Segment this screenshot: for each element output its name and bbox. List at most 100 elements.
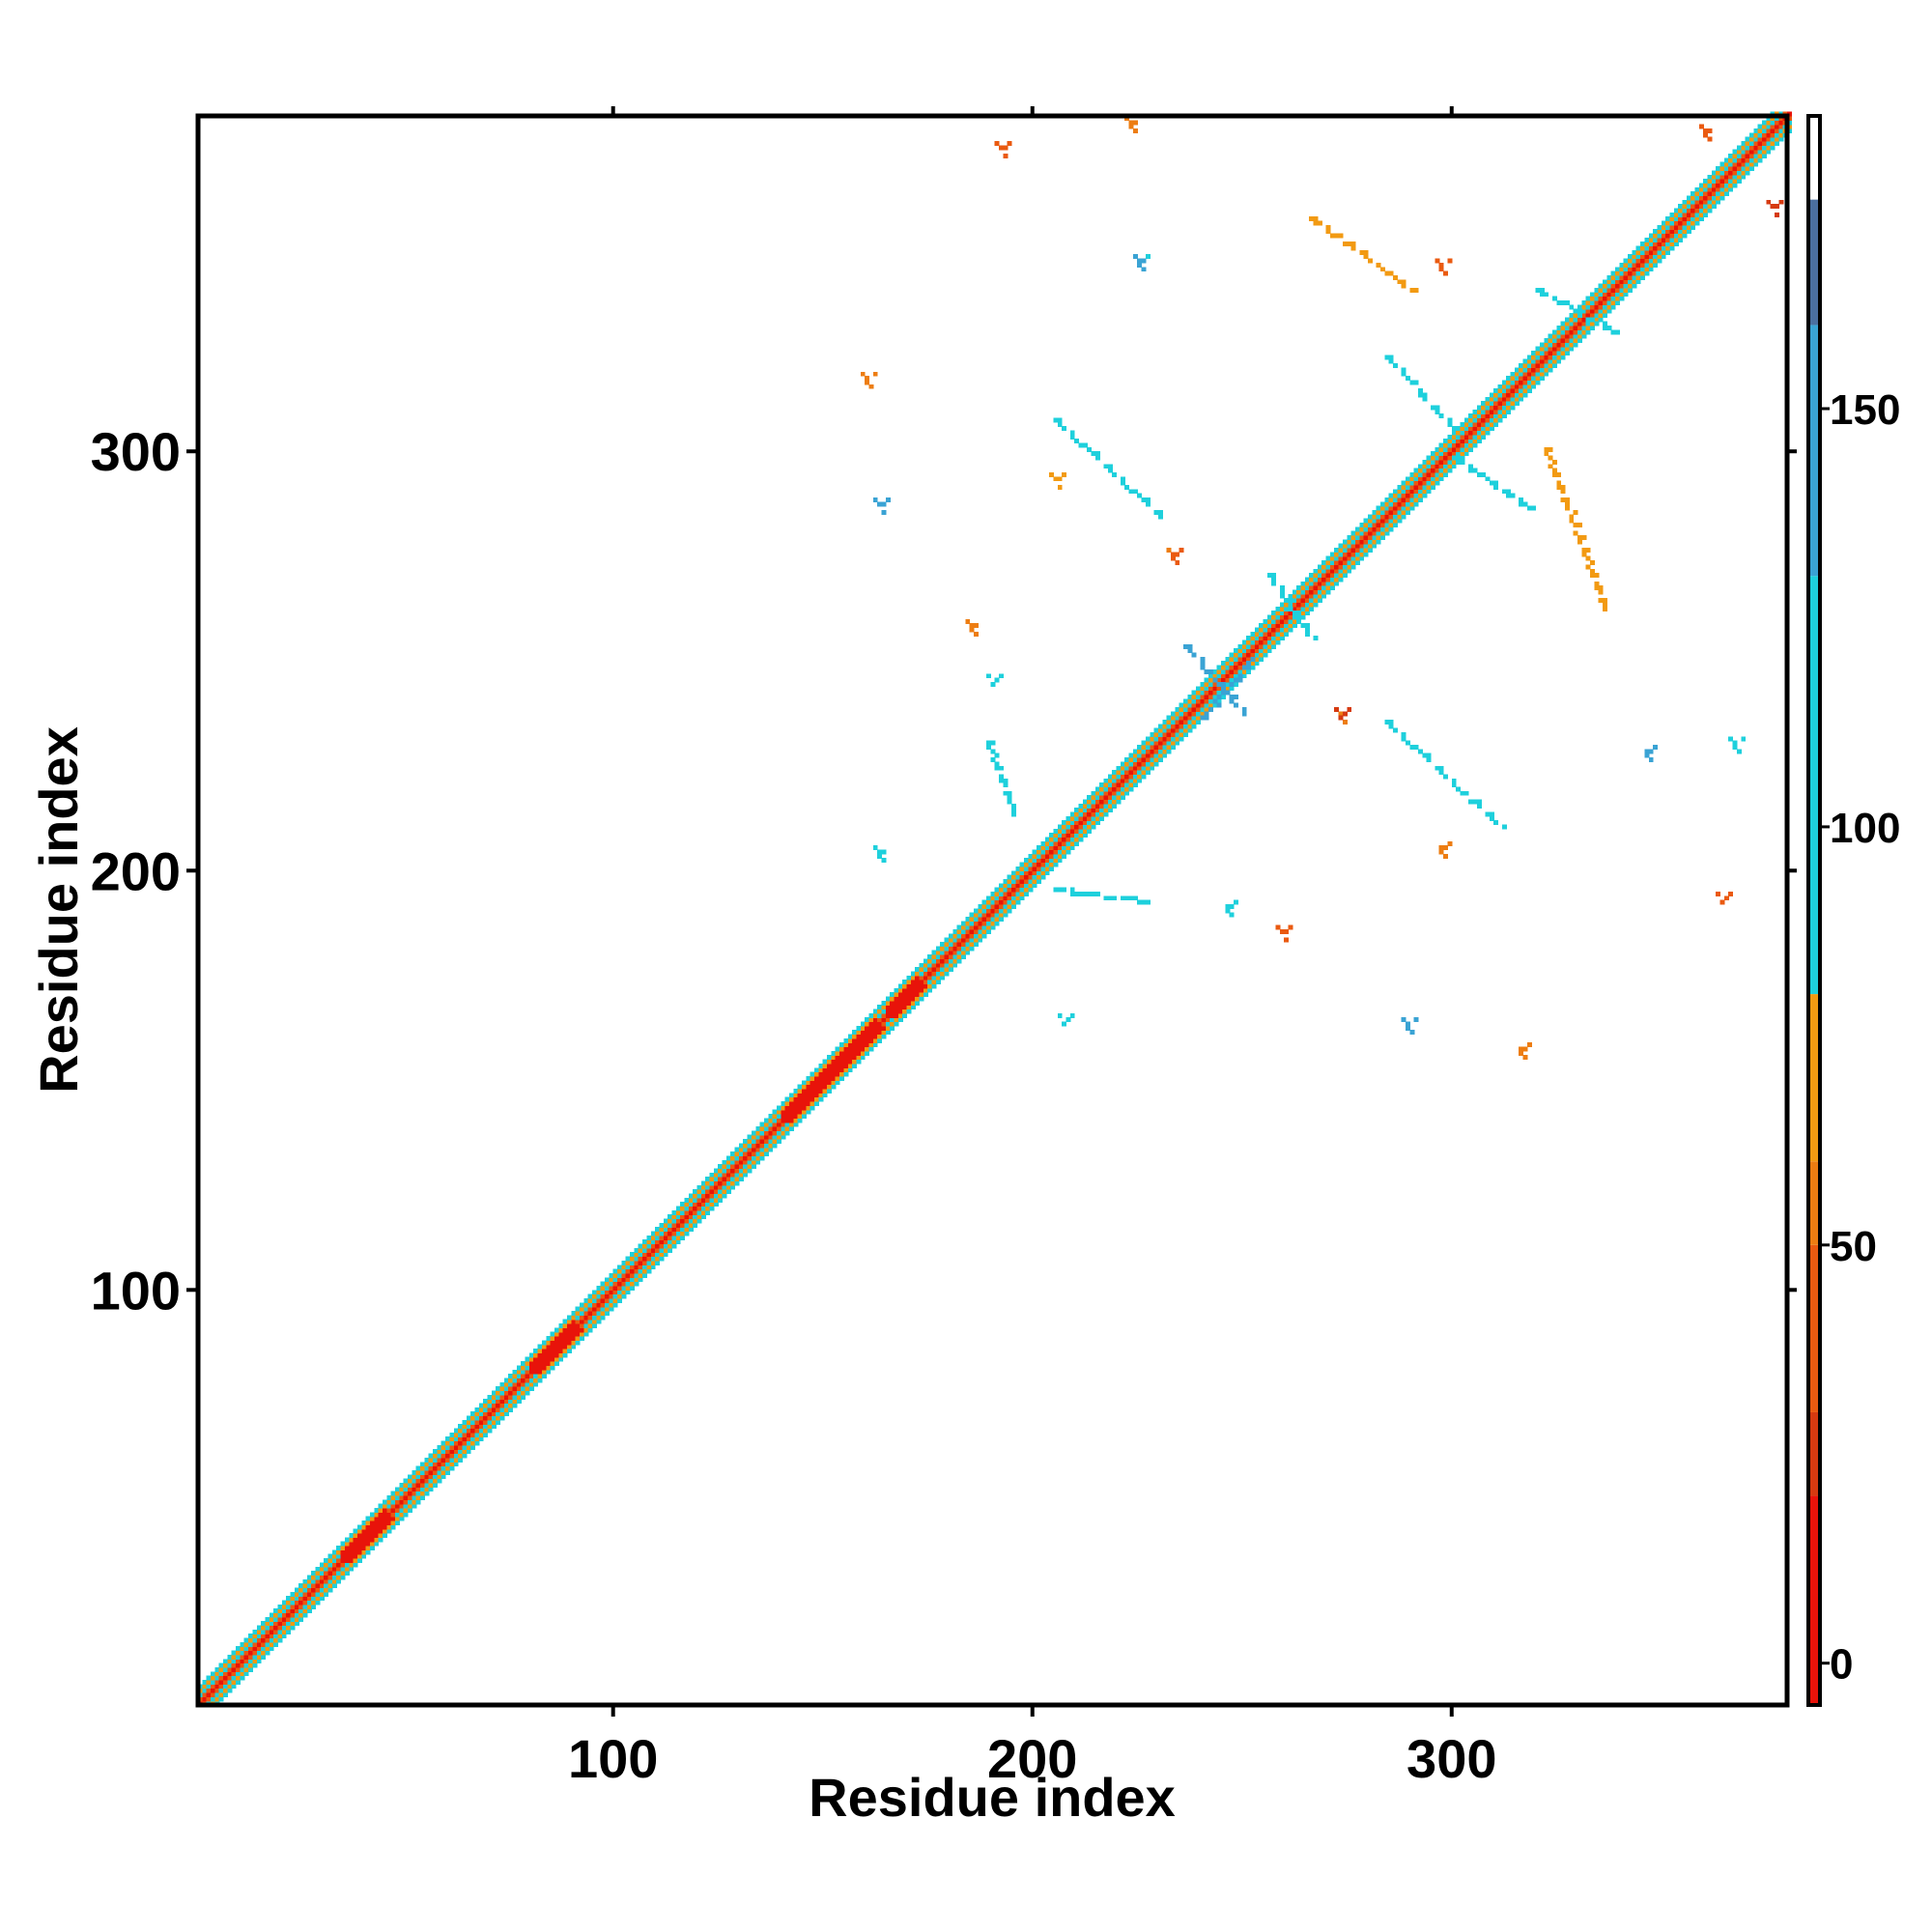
- heatmap-cell: [1510, 401, 1516, 407]
- heatmap-cell: [1275, 618, 1281, 624]
- heatmap-cell: [1221, 661, 1226, 667]
- heatmap-cell: [1590, 312, 1595, 318]
- heatmap-cell: [1393, 363, 1398, 369]
- heatmap-cell: [1413, 480, 1419, 486]
- heatmap-cell: [923, 958, 928, 964]
- heatmap-cell: [415, 1487, 421, 1492]
- heatmap-cell: [865, 1025, 870, 1031]
- heatmap-cell: [273, 1608, 279, 1614]
- colorbar-segment: [1808, 1411, 1820, 1496]
- heatmap-cell: [1103, 811, 1109, 817]
- heatmap-cell: [1350, 564, 1356, 570]
- heatmap-cell: [1770, 128, 1776, 133]
- heatmap-cell: [1526, 371, 1532, 377]
- heatmap-cell: [214, 1675, 220, 1681]
- heatmap-cell: [261, 1634, 267, 1639]
- heatmap-cell: [512, 1369, 518, 1375]
- heatmap-cell: [1259, 639, 1264, 645]
- heatmap-cell: [1254, 639, 1260, 645]
- heatmap-cell: [718, 1193, 724, 1199]
- heatmap-cell: [1560, 355, 1566, 360]
- heatmap-cell: [818, 1080, 824, 1086]
- heatmap-cell: [1007, 903, 1012, 909]
- heatmap-cell: [1132, 749, 1138, 754]
- heatmap-cell: [793, 1093, 799, 1098]
- heatmap-cell: [369, 1528, 375, 1534]
- heatmap-cell: [1489, 409, 1494, 414]
- heatmap-cell: [236, 1650, 242, 1656]
- heatmap-cell: [356, 1528, 362, 1534]
- heatmap-cell: [1015, 891, 1021, 896]
- heatmap-cell: [1514, 376, 1520, 382]
- heatmap-cell: [571, 1323, 577, 1328]
- heatmap-cell: [1409, 1030, 1415, 1036]
- heatmap-cell: [1128, 774, 1134, 780]
- heatmap-cell: [1431, 471, 1436, 477]
- heatmap-cell: [814, 1088, 819, 1094]
- heatmap-cell: [1610, 329, 1616, 335]
- heatmap-cell: [1757, 128, 1763, 133]
- heatmap-cell: [1748, 161, 1754, 167]
- heatmap-cell: [1431, 480, 1436, 486]
- heatmap-cell: [394, 1516, 400, 1521]
- heatmap-cell: [324, 1578, 329, 1584]
- heatmap-cell: [781, 1122, 786, 1127]
- heatmap-cell: [927, 971, 933, 977]
- heatmap-cell: [1120, 761, 1125, 767]
- heatmap-cell: [1074, 891, 1080, 896]
- heatmap-cell: [1628, 283, 1634, 289]
- heatmap-cell: [1279, 606, 1285, 611]
- heatmap-cell: [1254, 656, 1260, 662]
- heatmap-cell: [1514, 388, 1520, 394]
- heatmap-cell: [646, 1260, 652, 1265]
- heatmap-cell: [1103, 778, 1109, 783]
- heatmap-cell: [1040, 862, 1046, 867]
- heatmap-cell: [738, 1172, 744, 1178]
- heatmap-cell: [772, 1134, 778, 1140]
- heatmap-cell: [872, 1017, 878, 1023]
- heatmap-cell: [1137, 753, 1143, 758]
- heatmap-cell: [499, 1394, 505, 1400]
- heatmap-cell: [1401, 493, 1406, 498]
- heatmap-cell: [349, 1566, 355, 1572]
- heatmap-cell: [1241, 706, 1247, 712]
- heatmap-cell: [1157, 727, 1163, 733]
- heatmap-cell: [1418, 493, 1423, 498]
- heatmap-cell: [1644, 237, 1650, 242]
- heatmap-cell: [1741, 145, 1747, 151]
- heatmap-cell: [533, 1352, 539, 1358]
- heatmap-cell: [1153, 732, 1159, 737]
- heatmap-cell: [1635, 267, 1641, 272]
- heatmap-cell: [1431, 476, 1436, 482]
- heatmap-cell: [1694, 195, 1700, 201]
- heatmap-cell: [340, 1541, 346, 1547]
- heatmap-cell: [1212, 702, 1218, 708]
- heatmap-cell: [528, 1365, 534, 1371]
- heatmap-cell: [1526, 380, 1532, 385]
- heatmap-cell: [290, 1608, 296, 1614]
- heatmap-cell: [315, 1575, 321, 1580]
- heatmap-cell: [1526, 355, 1532, 360]
- heatmap-cell: [1145, 740, 1151, 746]
- heatmap-cell: [722, 1159, 727, 1165]
- heatmap-cell: [1359, 543, 1365, 549]
- heatmap-cell: [1087, 828, 1093, 834]
- heatmap-cell: [1422, 396, 1428, 402]
- heatmap-cell: [1191, 706, 1197, 712]
- heatmap-cell: [1598, 312, 1604, 318]
- heatmap-cell: [1514, 380, 1520, 385]
- heatmap-cell: [1506, 401, 1512, 407]
- heatmap-cell: [919, 971, 924, 977]
- heatmap-cell: [969, 924, 975, 930]
- heatmap-cell: [1099, 811, 1105, 817]
- heatmap-cell: [525, 1365, 530, 1371]
- heatmap-cell: [575, 1323, 581, 1328]
- heatmap-cell: [768, 1126, 774, 1131]
- heatmap-cell: [843, 1037, 849, 1043]
- heatmap-cell: [223, 1675, 228, 1681]
- heatmap-cell: [1489, 405, 1494, 411]
- heatmap-cell: [1234, 665, 1239, 670]
- heatmap-cell: [1606, 287, 1612, 293]
- heatmap-cell: [587, 1293, 593, 1299]
- heatmap-cell: [1745, 166, 1750, 172]
